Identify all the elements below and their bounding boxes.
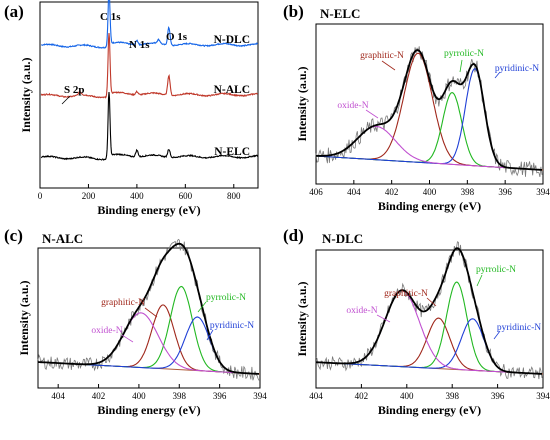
y-axis-label: Intensity (a.u.): [17, 280, 31, 355]
x-axis-label: Binding energy (eV): [378, 403, 481, 417]
x-tick-label: 200: [82, 191, 96, 201]
x-tick-label: 404: [51, 391, 65, 401]
x-axis-label: Binding energy (eV): [378, 199, 481, 213]
peak-label-pyridinic-n: pyridinic-N: [210, 321, 254, 331]
y-axis-label: Intensity (a.u.): [19, 57, 33, 132]
x-tick-label: 406: [309, 187, 323, 197]
survey-spectrum-panel: 0 200 400 600 800 Binding energy (eV) Intensit…: [19, 0, 259, 217]
x-tick-label: 394: [536, 391, 550, 401]
x-axis-label: Binding energy (eV): [97, 403, 200, 417]
plot-frame: [37, 247, 261, 389]
peak-label-oxide-n: oxide-N: [91, 326, 122, 336]
peak-label-leader: [206, 329, 214, 341]
x-axis-label: Binding energy (eV): [97, 203, 200, 217]
x-tick-label: 398: [461, 187, 475, 197]
x-tick-label: 396: [213, 391, 227, 401]
panel-title-b: N-ELC: [320, 6, 360, 21]
peak-label-oxide-n: oxide-N: [346, 306, 377, 316]
x-tick-label: 800: [227, 191, 241, 201]
x-tick-label: 394: [253, 391, 267, 401]
peak-label-leader: [381, 60, 396, 71]
x-tick-label: 400: [423, 187, 437, 197]
annotation-o1s: O 1s: [166, 31, 188, 43]
peak-label-pyridinic-n: pyridinic-N: [495, 64, 539, 74]
x-tick-label: 400: [130, 191, 144, 201]
peak-label-pyrrolic-n: pyrrolic-N: [476, 265, 516, 275]
series-label: N-DLC: [214, 34, 250, 46]
panel-label-c: (c): [4, 226, 23, 245]
raw-data-line: [315, 241, 543, 380]
peak-label-leader: [459, 59, 463, 73]
x-tick-label: 400: [400, 391, 414, 401]
x-tick-label: 396: [498, 187, 512, 197]
x-tick-label: 0: [38, 191, 43, 201]
peak-label-leader: [376, 314, 391, 323]
peak-label-leader: [365, 109, 379, 119]
peak-label-pyridinic-n: pyridinic-N: [497, 323, 541, 333]
envelope-fit-line: [316, 49, 542, 171]
annotation-n1s: N 1s: [129, 39, 150, 51]
peak-label-leader: [494, 71, 501, 79]
peak-label-oxide-n: oxide-N: [337, 101, 368, 111]
annotation-arrow: [61, 95, 71, 105]
peak-label-graphitic-n: graphitic-N: [101, 298, 145, 308]
panel-label-b: (b): [283, 2, 304, 21]
panel-label-d: (d): [283, 226, 304, 245]
y-axis-label: Intensity (a.u.): [295, 66, 309, 141]
x-tick-label: 600: [179, 191, 193, 201]
panel-label-a: (a): [4, 2, 24, 21]
peak-label-leader: [197, 301, 207, 313]
x-tick-label: 402: [92, 391, 106, 401]
envelope-fit-line: [315, 247, 542, 375]
panel-title-d: N-DLC: [322, 231, 363, 246]
x-tick-label: 396: [491, 391, 505, 401]
peak-label-leader: [144, 307, 158, 318]
peak-label-graphitic-n: graphitic-N: [384, 289, 428, 299]
series-label: N-ELC: [214, 146, 250, 158]
peak-label-pyrrolic-n: pyrrolic-N: [444, 49, 484, 59]
peak-label-pyrrolic-n: pyrrolic-N: [206, 293, 246, 303]
x-tick-label: 404: [309, 391, 323, 401]
x-tick-label: 404: [347, 187, 361, 197]
annotation-c1s: C 1s: [100, 11, 121, 23]
panel-title-c: N-ALC: [42, 231, 83, 246]
peak-label-leader: [426, 297, 437, 307]
raw-data-line: [37, 238, 260, 381]
survey-line-n-dlc: [41, 0, 259, 49]
n-alc-spectrum-panel: 404 402 400 398 396 394 Binding energy (eV) Int…: [17, 238, 267, 417]
peak-label-leader: [493, 330, 501, 340]
y-axis-label: Intensity (a.u.): [295, 281, 309, 356]
peak-label-graphitic-n: graphitic-N: [360, 51, 404, 61]
x-tick-label: 402: [355, 391, 369, 401]
x-tick-label: 400: [132, 391, 146, 401]
x-tick-label: 394: [536, 187, 550, 197]
annotation-s2p: S 2p: [64, 84, 85, 96]
plot-frame: [39, 1, 259, 189]
x-tick-label: 398: [445, 391, 459, 401]
survey-line-n-elc: [40, 92, 259, 161]
envelope-fit-line: [37, 242, 259, 375]
peak-label-leader: [121, 334, 134, 343]
survey-line-n-alc: [40, 32, 259, 99]
peak-label-leader: [476, 274, 483, 287]
n-dlc-spectrum-panel: 404 402 400 398 396 394 Binding energy (eV) Int…: [295, 241, 550, 417]
series-label: N-ALC: [214, 84, 250, 96]
plot-frame: [315, 249, 544, 389]
n-elc-spectrum-panel: 406 404 402 400 398 396 394 Binding energy (eV)…: [295, 23, 550, 213]
x-tick-label: 402: [385, 187, 399, 197]
x-tick-label: 398: [173, 391, 187, 401]
